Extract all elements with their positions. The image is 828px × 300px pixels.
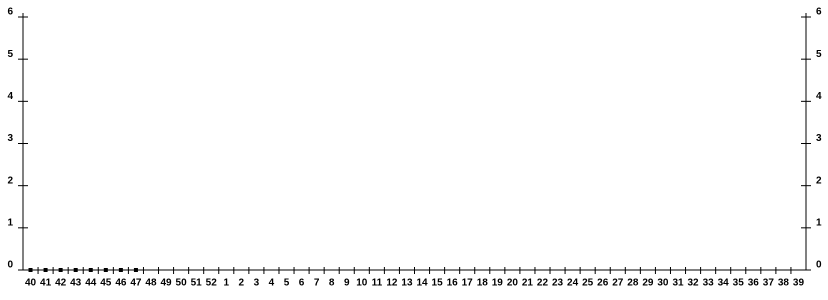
y2-tick-label: 5 xyxy=(816,49,822,60)
x-tick-label: 13 xyxy=(401,278,413,289)
x-tick-label: 2 xyxy=(239,278,245,289)
x-tick-label: 18 xyxy=(477,278,489,289)
x-tick-label: 17 xyxy=(462,278,474,289)
y2-tick-label: 4 xyxy=(816,91,822,102)
x-tick-label: 38 xyxy=(778,278,790,289)
x-tick-label: 48 xyxy=(145,278,157,289)
x-tick-label: 10 xyxy=(356,278,368,289)
x-tick-label: 35 xyxy=(733,278,745,289)
x-tick-label: 6 xyxy=(299,278,305,289)
x-tick-label: 32 xyxy=(688,278,700,289)
x-tick-label: 20 xyxy=(507,278,519,289)
x-tick-label: 49 xyxy=(160,278,172,289)
x-tick-label: 51 xyxy=(191,278,203,289)
x-tick-label: 44 xyxy=(85,278,97,289)
y2-tick-label: 3 xyxy=(816,133,822,144)
x-tick-label: 34 xyxy=(718,278,730,289)
x-tick-label: 43 xyxy=(70,278,82,289)
x-tick-label: 21 xyxy=(522,278,534,289)
y-tick-label: 2 xyxy=(7,175,13,186)
y-tick-label: 6 xyxy=(7,7,13,18)
x-tick-label: 8 xyxy=(329,278,335,289)
x-tick-label: 24 xyxy=(567,278,579,289)
x-tick-label: 31 xyxy=(672,278,684,289)
x-tick-label: 50 xyxy=(176,278,188,289)
x-tick-label: 39 xyxy=(793,278,805,289)
x-tick-label: 45 xyxy=(100,278,112,289)
x-tick-label: 5 xyxy=(284,278,290,289)
x-tick-label: 11 xyxy=(372,278,383,289)
x-tick-label: 28 xyxy=(627,278,639,289)
x-tick-label: 30 xyxy=(657,278,669,289)
x-tick-label: 37 xyxy=(763,278,775,289)
y-tick-label: 0 xyxy=(7,260,13,271)
x-tick-label: 16 xyxy=(447,278,459,289)
y-tick-label: 4 xyxy=(7,91,13,102)
x-tick-label: 22 xyxy=(537,278,549,289)
x-tick-label: 26 xyxy=(597,278,609,289)
x-tick-label: 27 xyxy=(612,278,624,289)
x-tick-label: 15 xyxy=(432,278,444,289)
x-tick-label: 9 xyxy=(344,278,350,289)
x-tick-label: 25 xyxy=(582,278,594,289)
x-tick-label: 46 xyxy=(115,278,127,289)
x-tick-label: 14 xyxy=(416,278,428,289)
y2-tick-label: 1 xyxy=(816,217,822,228)
x-tick-label: 36 xyxy=(748,278,760,289)
x-tick-label: 41 xyxy=(40,278,52,289)
y-tick-label: 3 xyxy=(7,133,13,144)
x-tick-label: 52 xyxy=(206,278,218,289)
x-tick-label: 40 xyxy=(25,278,37,289)
y2-tick-label: 0 xyxy=(816,260,822,271)
x-tick-label: 47 xyxy=(130,278,142,289)
x-tick-label: 7 xyxy=(314,278,320,289)
x-tick-label: 1 xyxy=(223,278,229,289)
x-tick-label: 19 xyxy=(492,278,504,289)
x-tick-label: 29 xyxy=(642,278,654,289)
y-tick-label: 1 xyxy=(7,217,13,228)
x-tick-label: 4 xyxy=(269,278,275,289)
y-tick-label: 5 xyxy=(7,49,13,60)
x-tick-label: 3 xyxy=(254,278,260,289)
x-tick-label: 33 xyxy=(703,278,715,289)
x-tick-label: 42 xyxy=(55,278,67,289)
x-tick-label: 12 xyxy=(386,278,398,289)
x-tick-label: 23 xyxy=(552,278,564,289)
y2-tick-label: 2 xyxy=(816,175,822,186)
y2-tick-label: 6 xyxy=(816,7,822,18)
